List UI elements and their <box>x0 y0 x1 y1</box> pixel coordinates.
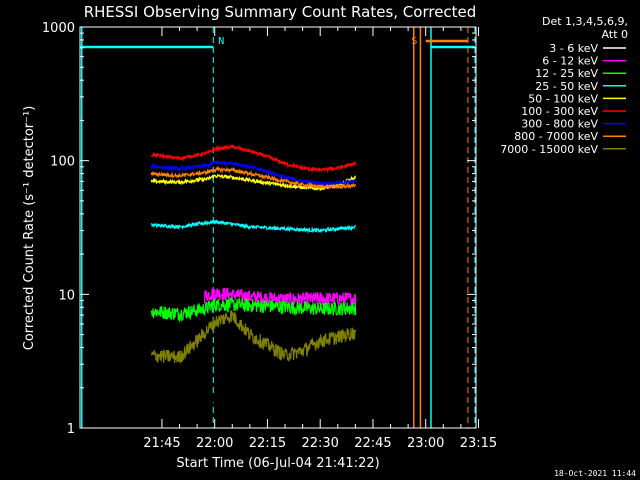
x-tick-label-2300: 23:00 <box>407 436 444 451</box>
x-tick-label-2215: 22:15 <box>249 436 286 451</box>
y-tick-label-1000: 1000 <box>42 21 75 36</box>
y-tick-label-1: 1 <box>67 422 75 437</box>
y-axis-label: Corrected Count Rate (s⁻¹ detector⁻¹) <box>22 106 37 351</box>
legend-label-25-50-kev: 25 - 50 keV <box>535 80 598 93</box>
series-line-6-12-kev <box>203 287 357 307</box>
series-line-25-50-kev <box>150 219 357 234</box>
series-line-12-25-kev <box>150 297 357 323</box>
legend-label-7000-15000-kev: 7000 - 15000 keV <box>500 143 598 156</box>
series-line-3-6-kev <box>207 390 356 409</box>
legend-label-6-12-kev: 6 - 12 keV <box>542 55 598 68</box>
series-line-7000-15000-kev <box>150 310 357 364</box>
annotation-s: S <box>411 36 417 47</box>
y-tick-label-100: 100 <box>50 155 75 170</box>
legend-label-100-300-kev: 100 - 300 keV <box>521 105 598 118</box>
x-tick-label-2145: 21:45 <box>143 436 180 451</box>
legend-label-12-25-kev: 12 - 25 keV <box>535 67 598 80</box>
legend-header-line-1: Det 1,3,4,5,6,9, <box>542 15 628 28</box>
legend-label-800-7000-kev: 800 - 7000 keV <box>514 130 598 143</box>
legend-label-300-800-kev: 300 - 800 keV <box>521 118 598 131</box>
series-line-50-100-kev <box>150 173 357 191</box>
x-tick-label-2245: 22:45 <box>354 436 391 451</box>
x-tick-label-2200: 22:00 <box>196 436 233 451</box>
x-tick-label-2230: 22:30 <box>301 436 338 451</box>
chart-title: RHESSI Observing Summary Count Rates, Co… <box>84 3 477 21</box>
annotation-n: N <box>218 36 224 47</box>
plot-frame <box>79 26 477 429</box>
series-line-800-7000-kev <box>150 165 357 190</box>
legend-header-line-2: Att 0 <box>602 28 628 41</box>
series-line-300-800-kev <box>150 159 357 187</box>
legend-label-50-100-kev: 50 - 100 keV <box>528 92 598 105</box>
x-tick-label-2315: 23:15 <box>460 436 497 451</box>
footer-date: 18-Oct-2021 11:44 <box>554 469 636 478</box>
y-tick-label-10: 10 <box>58 288 75 303</box>
x-axis-label: Start Time (06-Jul-04 21:41:22) <box>176 456 379 471</box>
axes: 1 10 100 1000 21:45 22:00 22:15 22:30 22:45 23:00… <box>42 21 497 451</box>
legend-label-3-6-kev: 3 - 6 keV <box>549 42 598 55</box>
series-line-100-300-kev <box>150 143 357 174</box>
